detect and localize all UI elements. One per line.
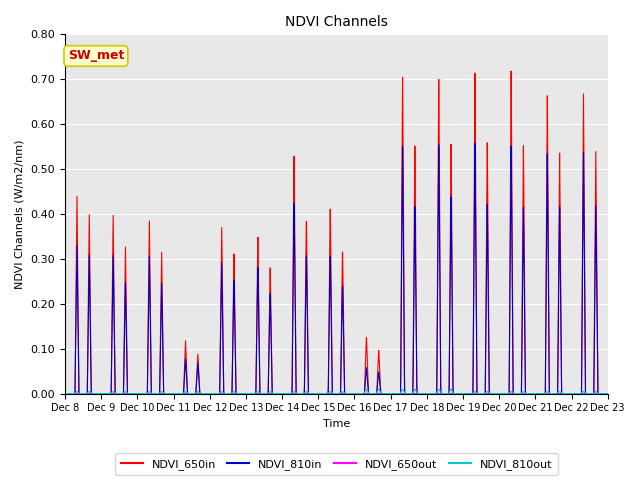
Text: SW_met: SW_met xyxy=(68,49,124,62)
NDVI_810out xyxy=(593,390,601,396)
Legend: NDVI_650in, NDVI_810in, NDVI_650out, NDVI_810out: NDVI_650in, NDVI_810in, NDVI_650out, NDV… xyxy=(115,453,557,475)
Line: NDVI_810out: NDVI_810out xyxy=(65,389,608,394)
NDVI_650in xyxy=(61,391,69,396)
NDVI_810in xyxy=(604,391,612,396)
NDVI_650out xyxy=(604,391,612,396)
NDVI_650in xyxy=(293,391,301,396)
NDVI_650out xyxy=(293,391,301,396)
NDVI_810out xyxy=(604,391,612,396)
NDVI_810in xyxy=(269,391,277,396)
NDVI_810in xyxy=(293,391,301,396)
NDVI_810out xyxy=(123,390,131,396)
NDVI_810out xyxy=(535,391,543,396)
NDVI_650out xyxy=(269,391,277,396)
NDVI_650in xyxy=(535,391,543,396)
Title: NDVI Channels: NDVI Channels xyxy=(285,15,388,29)
Y-axis label: NDVI Channels (W/m2/nm): NDVI Channels (W/m2/nm) xyxy=(15,139,25,288)
X-axis label: Time: Time xyxy=(323,419,350,429)
NDVI_650in xyxy=(156,391,163,396)
NDVI_810out xyxy=(293,391,301,396)
NDVI_810in xyxy=(61,391,69,396)
NDVI_650out xyxy=(593,391,601,396)
NDVI_650out xyxy=(123,391,131,396)
NDVI_650in xyxy=(593,324,601,330)
NDVI_810in xyxy=(471,141,479,146)
Line: NDVI_810in: NDVI_810in xyxy=(65,144,608,394)
NDVI_650out xyxy=(156,391,163,396)
NDVI_650in xyxy=(508,68,515,74)
NDVI_650out xyxy=(61,391,69,396)
NDVI_810out xyxy=(156,391,163,396)
NDVI_650in xyxy=(269,391,277,396)
NDVI_810in xyxy=(535,391,543,396)
NDVI_810out xyxy=(61,391,69,396)
NDVI_810in xyxy=(156,391,163,396)
Line: NDVI_650in: NDVI_650in xyxy=(65,71,608,394)
NDVI_650in xyxy=(123,352,131,358)
NDVI_810in xyxy=(593,339,601,345)
NDVI_650in xyxy=(604,391,612,396)
NDVI_810out xyxy=(447,386,455,392)
NDVI_810out xyxy=(269,391,277,396)
NDVI_650out xyxy=(535,391,543,396)
NDVI_810in xyxy=(123,361,131,367)
